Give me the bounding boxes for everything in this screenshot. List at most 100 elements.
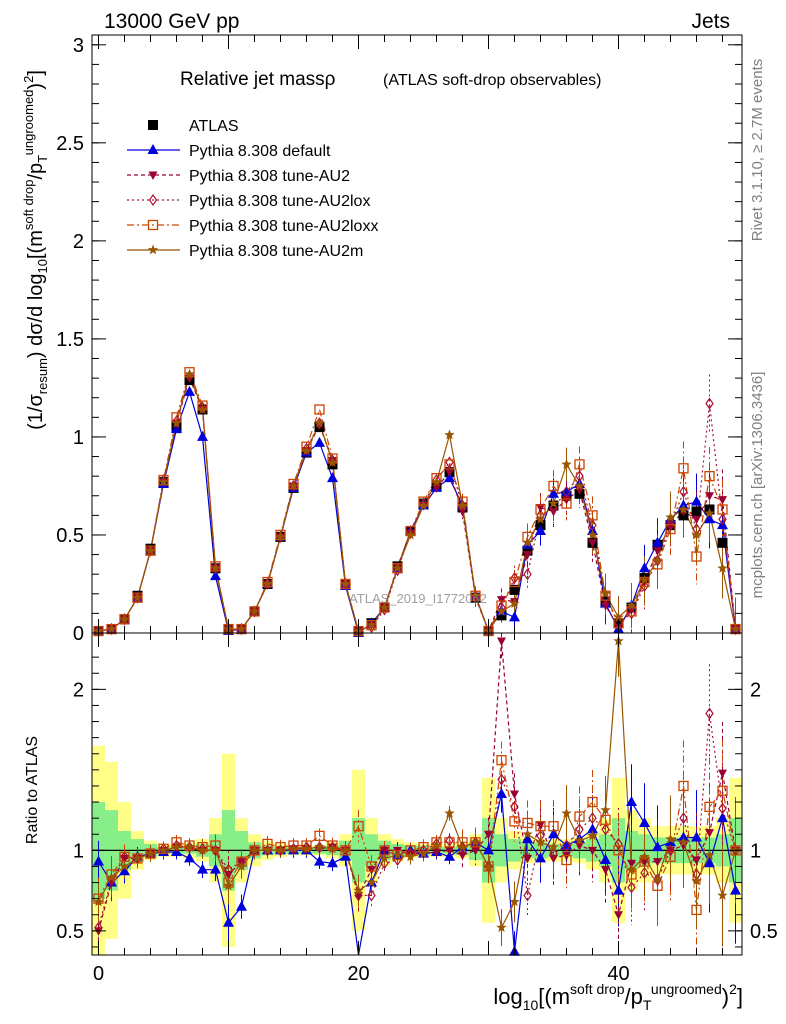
ratio-point-AU2m — [678, 836, 689, 847]
ratio-point-AU2loxx — [353, 821, 364, 832]
data-point-AU2lox — [679, 485, 688, 498]
ratio-point-default — [678, 831, 689, 842]
ratio-point-AU2loxx — [314, 830, 325, 842]
data-point-AU2m — [158, 476, 169, 487]
mcplots-label: mcplots.cern.ch [arXiv:1306.3436] — [749, 372, 766, 599]
data-point-AU2m — [119, 613, 130, 624]
legend: ATLAS Pythia 8.308 default Pythia 8.308 tu… — [127, 118, 378, 260]
data-point-AU2m — [535, 513, 546, 524]
ratio-point-AU2 — [523, 854, 532, 864]
data-point-AU2lox — [666, 519, 675, 532]
ratio-point-default — [730, 884, 741, 895]
ratio-y-axis-label: Ratio to ATLAS — [24, 736, 41, 844]
ratio-point-AU2lox — [601, 823, 610, 836]
ratio-line-AU2 — [97, 641, 737, 932]
data-point-AU2lox — [640, 579, 649, 592]
data-point-AU2loxx — [158, 474, 169, 486]
data-point-AU2m — [444, 429, 455, 440]
ratio-point-AU2lox — [172, 839, 181, 852]
data-point-AU2m — [626, 600, 637, 610]
data-point-AU2lox — [445, 456, 454, 469]
main-y-axis-label: (1/σresum) dσ/d log10[(msoft drop/pTungr… — [21, 70, 50, 430]
ratio-point-AU2m — [275, 844, 286, 855]
ratio-point-AU2 — [445, 846, 454, 856]
data-point-AU2m — [392, 562, 403, 573]
data-point-AU2 — [445, 468, 454, 478]
ratio-point-AU2lox — [562, 839, 571, 852]
legend-marker — [147, 244, 159, 255]
ratio-point-AU2loxx — [691, 904, 702, 916]
data-point-AU2m — [574, 480, 585, 491]
ratio-point-AU2m — [470, 836, 481, 847]
ratio-point-AU2m — [548, 841, 559, 852]
legend-entry-AU2: Pythia 8.308 tune-AU2 — [127, 168, 350, 185]
data-point-AU2m — [639, 574, 650, 585]
data-point-AU2lox — [432, 474, 441, 487]
data-point-AU2m — [340, 578, 351, 589]
data-point-AU2m — [314, 417, 325, 428]
data-point-AU2 — [432, 484, 441, 493]
ratio-point-default — [119, 865, 130, 876]
y-tick-label: 0 — [73, 623, 84, 645]
ratio-point-AU2m — [197, 844, 208, 855]
data-point-AU2loxx — [678, 463, 689, 474]
legend-label: Pythia 8.308 tune-AU2loxx — [189, 218, 378, 235]
legend-entry-AU2loxx: Pythia 8.308 tune-AU2loxx — [127, 218, 378, 235]
data-point-AU2lox — [718, 513, 727, 526]
legend-marker — [148, 193, 158, 207]
data-point-ATLAS — [691, 506, 702, 517]
ratio-point-default — [93, 855, 104, 866]
data-point-AU2loxx — [210, 561, 221, 572]
ratio-line-AU2m — [97, 641, 737, 930]
ratio-point-AU2lox — [328, 841, 337, 854]
ratio-point-AU2lox — [445, 834, 454, 847]
ratio-point-AU2lox — [718, 802, 727, 815]
data-point-AU2m — [496, 605, 507, 616]
ratio-point-AU2loxx — [704, 801, 715, 813]
data-point-AU2 — [588, 539, 597, 548]
data-point-AU2m — [613, 611, 624, 622]
legend-entry-AU2lox: Pythia 8.308 tune-AU2lox — [127, 193, 370, 210]
data-point-default — [691, 495, 702, 506]
ratio-point-AU2loxx — [665, 851, 676, 862]
ratio-point-default — [197, 863, 208, 874]
ratio-point-AU2loxx — [678, 780, 689, 792]
ratio-point-AU2lox — [302, 841, 311, 854]
ratio-point-AU2m — [236, 861, 247, 871]
ratio-point-AU2m — [340, 844, 351, 855]
data-point-ATLAS — [509, 584, 520, 595]
data-point-AU2loxx — [548, 480, 559, 492]
ratio-point-default — [613, 884, 624, 895]
ratio-point-AU2 — [627, 859, 636, 869]
ratio-y-tick-label-right: 0.5 — [750, 921, 778, 943]
ratio-point-AU2m — [418, 848, 429, 858]
ratio-point-AU2m — [158, 844, 169, 855]
ratio-point-AU2lox — [575, 823, 584, 836]
x-tick-label: 40 — [607, 963, 629, 985]
data-point-AU2m — [301, 445, 312, 456]
ratio-point-AU2lox — [94, 921, 103, 934]
ratio-point-AU2lox — [198, 842, 207, 855]
data-point-AU2 — [653, 547, 662, 556]
ratio-y-tick-label: 1 — [73, 840, 84, 862]
data-point-AU2m — [470, 590, 481, 601]
data-point-AU2 — [458, 507, 467, 517]
ratio-point-AU2m — [210, 844, 221, 855]
ratio-point-AU2m — [171, 841, 182, 852]
ratio-point-default — [496, 788, 507, 798]
ratio-point-AU2m — [509, 896, 520, 907]
ratio-point-AU2m — [600, 804, 611, 815]
data-point-default — [535, 525, 546, 536]
ratio-point-AU2 — [471, 846, 480, 856]
data-point-AU2m — [145, 545, 156, 556]
ratio-point-default — [717, 812, 728, 823]
data-point-AU2loxx — [184, 367, 195, 378]
ratio-point-AU2m — [457, 841, 468, 852]
data-point-AU2lox — [627, 607, 636, 620]
data-point-AU2m — [691, 529, 702, 540]
ratio-point-AU2lox — [666, 844, 675, 857]
ratio-point-default — [639, 816, 650, 827]
ratio-point-default — [600, 854, 611, 865]
data-point-AU2m — [184, 368, 195, 379]
legend-label: Pythia 8.308 tune-AU2 — [189, 168, 350, 185]
